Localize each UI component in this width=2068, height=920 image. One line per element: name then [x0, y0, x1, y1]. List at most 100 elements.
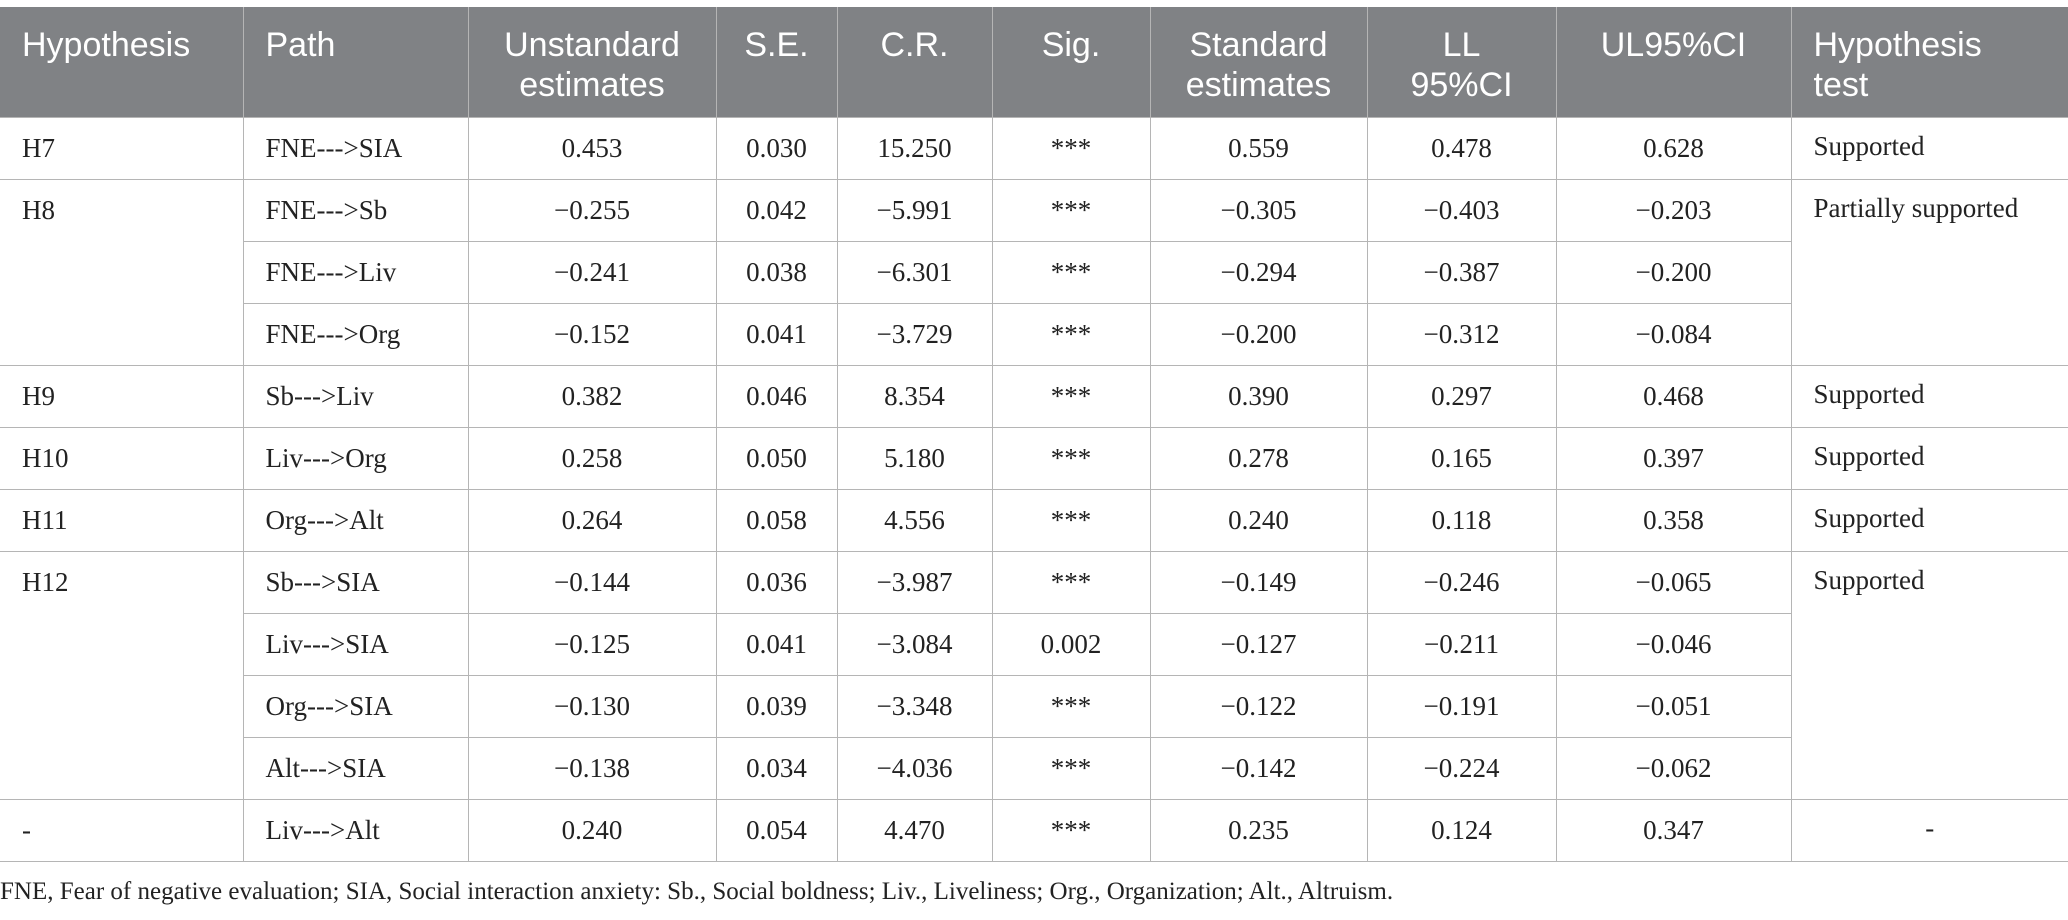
cell-path: FNE--->Liv: [242, 241, 469, 304]
cell-ul: −0.065: [1555, 551, 1792, 614]
cell-se: 0.030: [715, 117, 838, 180]
cell-ul: −0.046: [1555, 613, 1792, 676]
cell-ll: −0.224: [1366, 737, 1557, 800]
cell-ll: −0.403: [1366, 179, 1557, 242]
cell-unstandard: −0.125: [467, 613, 717, 676]
cell-hypothesis: H10: [0, 427, 244, 490]
table-row: - Liv--->Alt 0.240 0.054 4.470 *** 0.235 0.124 0…: [0, 799, 2068, 862]
cell-sig: ***: [991, 551, 1151, 614]
cell-cr: 5.180: [836, 427, 993, 490]
cell-unstandard: 0.453: [467, 117, 717, 180]
cell-cr: −3.084: [836, 613, 993, 676]
cell-ll: 0.165: [1366, 427, 1557, 490]
cell-standard: 0.390: [1149, 365, 1368, 428]
cell-se: 0.041: [715, 613, 838, 676]
cell-path: FNE--->SIA: [242, 117, 469, 180]
cell-ll: −0.312: [1366, 303, 1557, 366]
cell-ul: −0.051: [1555, 675, 1792, 738]
cell-standard: −0.305: [1149, 179, 1368, 242]
cell-standard: −0.294: [1149, 241, 1368, 304]
table-row: H12 Sb--->SIA −0.144 0.036 −3.987 *** −0.149 −0…: [0, 551, 2068, 800]
cell-hypothesis-test: Supported: [1790, 551, 2068, 800]
header-ll-95ci: LL 95%CI: [1366, 7, 1557, 118]
cell-ul: −0.203: [1555, 179, 1792, 242]
header-standard-estimates: Standard estimates: [1149, 7, 1368, 118]
cell-se: 0.041: [715, 303, 838, 366]
cell-sig: ***: [991, 799, 1151, 862]
cell-path: Liv--->Org: [242, 427, 469, 490]
cell-standard: −0.122: [1149, 675, 1368, 738]
cell-ul: −0.200: [1555, 241, 1792, 304]
cell-cr: −3.348: [836, 675, 993, 738]
cell-ll: 0.297: [1366, 365, 1557, 428]
cell-unstandard: −0.255: [467, 179, 717, 242]
cell-path: Org--->SIA: [242, 675, 469, 738]
results-table-container: Hypothesis Path Unstandard estimates S.E.…: [0, 7, 2068, 862]
cell-unstandard: −0.138: [467, 737, 717, 800]
cell-sig: ***: [991, 427, 1151, 490]
table-row: H9 Sb--->Liv 0.382 0.046 8.354 *** 0.390 0.297 0…: [0, 365, 2068, 428]
cell-ll: −0.191: [1366, 675, 1557, 738]
cell-hypothesis-test: -: [1790, 799, 2068, 862]
cell-cr: −3.987: [836, 551, 993, 614]
header-hypothesis-test: Hypothesis test: [1790, 7, 2068, 118]
table-row: FNE--->Liv −0.241 0.038 −6.301 *** −0.294 −0.3…: [0, 241, 2068, 304]
cell-ul: 0.397: [1555, 427, 1792, 490]
cell-ll: −0.211: [1366, 613, 1557, 676]
cell-se: 0.036: [715, 551, 838, 614]
cell-ul: −0.084: [1555, 303, 1792, 366]
header-unstandard-estimates: Unstandard estimates: [467, 7, 717, 118]
cell-ul: 0.628: [1555, 117, 1792, 180]
header-ul95ci: UL95%CI: [1555, 7, 1792, 118]
cell-cr: −3.729: [836, 303, 993, 366]
cell-ll: 0.478: [1366, 117, 1557, 180]
cell-sig: ***: [991, 303, 1151, 366]
cell-hypothesis: H9: [0, 365, 244, 428]
cell-standard: −0.200: [1149, 303, 1368, 366]
cell-hypothesis-test: Partially supported: [1790, 179, 2068, 366]
cell-se: 0.038: [715, 241, 838, 304]
table-row: H10 Liv--->Org 0.258 0.050 5.180 *** 0.278 0.16…: [0, 427, 2068, 490]
header-path: Path: [242, 7, 469, 118]
cell-path: Alt--->SIA: [242, 737, 469, 800]
cell-hypothesis-test: Supported: [1790, 427, 2068, 490]
cell-unstandard: 0.382: [467, 365, 717, 428]
cell-path: FNE--->Org: [242, 303, 469, 366]
cell-cr: 15.250: [836, 117, 993, 180]
cell-unstandard: −0.144: [467, 551, 717, 614]
cell-se: 0.046: [715, 365, 838, 428]
cell-path: FNE--->Sb: [242, 179, 469, 242]
header-sig: Sig.: [991, 7, 1151, 118]
cell-standard: −0.149: [1149, 551, 1368, 614]
cell-unstandard: 0.258: [467, 427, 717, 490]
table-row: H8 FNE--->Sb −0.255 0.042 −5.991 *** −0.305 −0.…: [0, 179, 2068, 366]
cell-sig: ***: [991, 489, 1151, 552]
cell-sig: ***: [991, 365, 1151, 428]
cell-path: Liv--->SIA: [242, 613, 469, 676]
cell-ul: −0.062: [1555, 737, 1792, 800]
cell-unstandard: 0.240: [467, 799, 717, 862]
table-row: H7 FNE--->SIA 0.453 0.030 15.250 *** 0.559 0.47…: [0, 117, 2068, 180]
table-row: Org--->SIA −0.130 0.039 −3.348 *** −0.122 −0.1…: [0, 675, 2068, 738]
header-hypothesis: Hypothesis: [0, 7, 244, 118]
table-row: FNE--->Org −0.152 0.041 −3.729 *** −0.200 −0.3…: [0, 303, 2068, 366]
cell-sig: ***: [991, 675, 1151, 738]
cell-sig: ***: [991, 241, 1151, 304]
cell-hypothesis: -: [0, 799, 244, 862]
cell-hypothesis: H7: [0, 117, 244, 180]
cell-standard: −0.142: [1149, 737, 1368, 800]
cell-se: 0.058: [715, 489, 838, 552]
cell-standard: 0.559: [1149, 117, 1368, 180]
cell-sig: ***: [991, 179, 1151, 242]
cell-hypothesis-test: Supported: [1790, 117, 2068, 180]
cell-path: Sb--->SIA: [242, 551, 469, 614]
cell-standard: 0.278: [1149, 427, 1368, 490]
cell-sig: ***: [991, 737, 1151, 800]
path-analysis-table: Hypothesis Path Unstandard estimates S.E.…: [0, 7, 2068, 862]
header-se: S.E.: [715, 7, 838, 118]
cell-se: 0.050: [715, 427, 838, 490]
cell-hypothesis-test: Supported: [1790, 365, 2068, 428]
cell-sig: 0.002: [991, 613, 1151, 676]
cell-se: 0.039: [715, 675, 838, 738]
cell-path: Liv--->Alt: [242, 799, 469, 862]
